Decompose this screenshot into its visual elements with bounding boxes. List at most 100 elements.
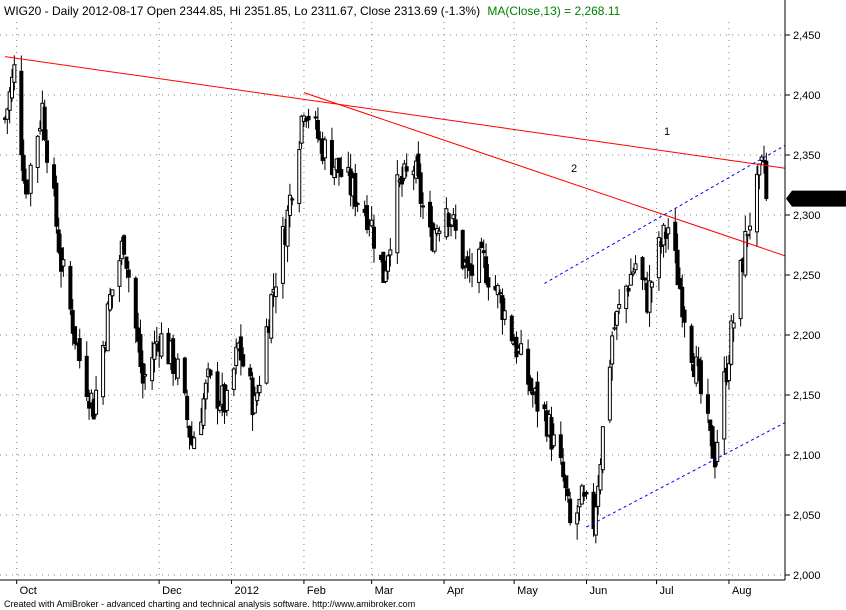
candle-body bbox=[708, 419, 713, 431]
y-tick-label: 2,100 bbox=[793, 450, 821, 462]
candle-body bbox=[565, 488, 570, 497]
y-tick-label: 2,200 bbox=[793, 330, 821, 342]
candle-body bbox=[257, 384, 262, 394]
candle-body bbox=[381, 251, 386, 283]
y-tick-label: 2,250 bbox=[793, 270, 821, 282]
candle-body bbox=[388, 249, 393, 256]
candle-body bbox=[710, 426, 715, 459]
candle-body bbox=[449, 224, 454, 227]
candle-body bbox=[12, 64, 17, 83]
candle-body bbox=[199, 421, 204, 436]
candle-body bbox=[404, 166, 409, 172]
y-tick-label: 2,150 bbox=[793, 390, 821, 402]
candle-body bbox=[332, 166, 337, 179]
candle-body bbox=[52, 164, 57, 189]
trendline-label-2: 2 bbox=[571, 163, 577, 175]
candle-body bbox=[477, 248, 482, 283]
candle-body bbox=[558, 434, 563, 459]
candle-body bbox=[143, 374, 148, 377]
candle-body bbox=[122, 235, 127, 255]
candle-body bbox=[514, 336, 519, 358]
candle-body bbox=[395, 174, 400, 254]
candle-body bbox=[715, 441, 720, 462]
candle-body bbox=[269, 294, 274, 339]
candle-body bbox=[77, 338, 82, 362]
candle-body bbox=[133, 277, 138, 329]
candle-body bbox=[642, 277, 647, 281]
candle-body bbox=[486, 277, 491, 288]
y-tick-label: 2,400 bbox=[793, 90, 821, 102]
candle-body bbox=[73, 326, 78, 344]
candle-body bbox=[159, 333, 164, 357]
candle-body bbox=[117, 260, 122, 287]
symbol-info: WIG20 - Daily 2012-08-17 Open 2344.85, H… bbox=[4, 4, 480, 18]
candle-body bbox=[110, 289, 115, 297]
candle-body bbox=[418, 172, 423, 204]
candle-body bbox=[528, 377, 533, 392]
candle-body bbox=[682, 309, 687, 323]
candle-body bbox=[640, 257, 645, 280]
candle-body bbox=[626, 287, 631, 292]
y-tick-label: 2,000 bbox=[793, 570, 821, 582]
candle-body bbox=[600, 426, 605, 471]
candle-body bbox=[175, 358, 180, 379]
candle-body bbox=[680, 286, 685, 318]
candle-body bbox=[201, 398, 206, 426]
candle-layer bbox=[3, 55, 769, 544]
candle-body bbox=[584, 491, 589, 495]
candle-body bbox=[273, 286, 278, 298]
candle-body bbox=[677, 278, 682, 289]
candle-body bbox=[666, 227, 671, 235]
candle-body bbox=[234, 346, 239, 366]
candle-body bbox=[722, 371, 727, 440]
candle-body bbox=[28, 164, 33, 194]
candle-body bbox=[446, 213, 451, 227]
candle-body bbox=[731, 322, 736, 329]
candle-body bbox=[500, 295, 505, 321]
candle-body bbox=[624, 285, 629, 310]
candle-body bbox=[628, 274, 633, 286]
candle-body bbox=[241, 354, 246, 367]
channel-line bbox=[586, 422, 786, 528]
candle-body bbox=[656, 237, 661, 279]
candle-body bbox=[617, 304, 622, 309]
candle-body bbox=[502, 310, 507, 320]
x-tick-label: Feb bbox=[307, 585, 326, 597]
candle-body bbox=[738, 259, 743, 320]
x-tick-label: May bbox=[517, 585, 538, 597]
last-price-label: 2,313.69 bbox=[794, 194, 837, 206]
candle-body bbox=[35, 135, 40, 168]
candle-body bbox=[89, 392, 94, 404]
candle-body bbox=[315, 120, 320, 139]
x-tick-label: Apr bbox=[447, 585, 464, 597]
candle-body bbox=[19, 70, 24, 156]
candle-body bbox=[551, 434, 556, 447]
candle-body bbox=[369, 219, 374, 227]
candle-body bbox=[313, 116, 318, 119]
y-tick-label: 2,450 bbox=[793, 30, 821, 42]
candle-body bbox=[647, 280, 652, 313]
chart-title: WIG20 - Daily 2012-08-17 Open 2344.85, H… bbox=[4, 4, 621, 18]
candle-body bbox=[154, 341, 159, 345]
candle-body bbox=[68, 265, 73, 310]
grid-layer bbox=[0, 22, 785, 580]
candle-body bbox=[575, 512, 580, 525]
candle-body bbox=[428, 201, 433, 228]
candle-body bbox=[764, 160, 769, 200]
candle-body bbox=[45, 140, 50, 163]
candle-body bbox=[607, 366, 612, 421]
candle-body bbox=[747, 225, 752, 231]
candle-body bbox=[542, 404, 547, 410]
x-tick-label: Jun bbox=[589, 585, 607, 597]
candle-body bbox=[287, 194, 292, 216]
candle-body bbox=[759, 156, 764, 161]
candle-body bbox=[231, 368, 236, 390]
candle-body bbox=[208, 369, 213, 376]
candle-body bbox=[280, 225, 285, 284]
candle-body bbox=[192, 437, 197, 450]
candle-body bbox=[383, 270, 388, 282]
candle-body bbox=[451, 214, 456, 220]
candle-body bbox=[101, 345, 106, 398]
candle-body bbox=[563, 475, 568, 489]
